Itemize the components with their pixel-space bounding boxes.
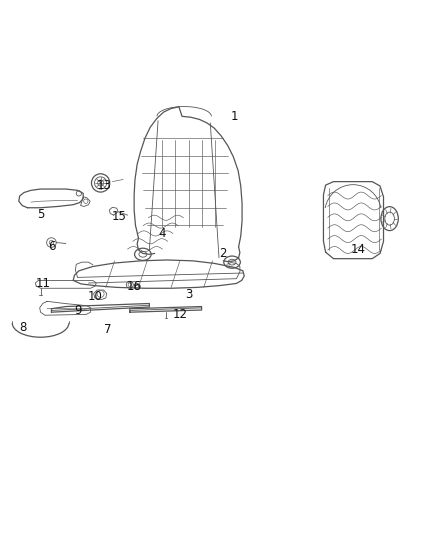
Text: 2: 2 [219,247,227,260]
Text: 1: 1 [230,110,238,123]
Text: 12: 12 [172,308,187,321]
Text: 13: 13 [96,180,111,192]
Text: 15: 15 [111,210,126,223]
Text: 9: 9 [74,303,81,317]
Text: 7: 7 [104,323,112,336]
Text: 16: 16 [127,280,141,293]
Text: 14: 14 [351,243,366,256]
Text: 8: 8 [19,321,27,334]
Text: 5: 5 [37,208,44,221]
Text: 3: 3 [185,288,192,301]
Text: 10: 10 [88,290,102,303]
Text: 6: 6 [48,240,55,253]
Text: 11: 11 [35,277,50,290]
Text: 4: 4 [159,228,166,240]
